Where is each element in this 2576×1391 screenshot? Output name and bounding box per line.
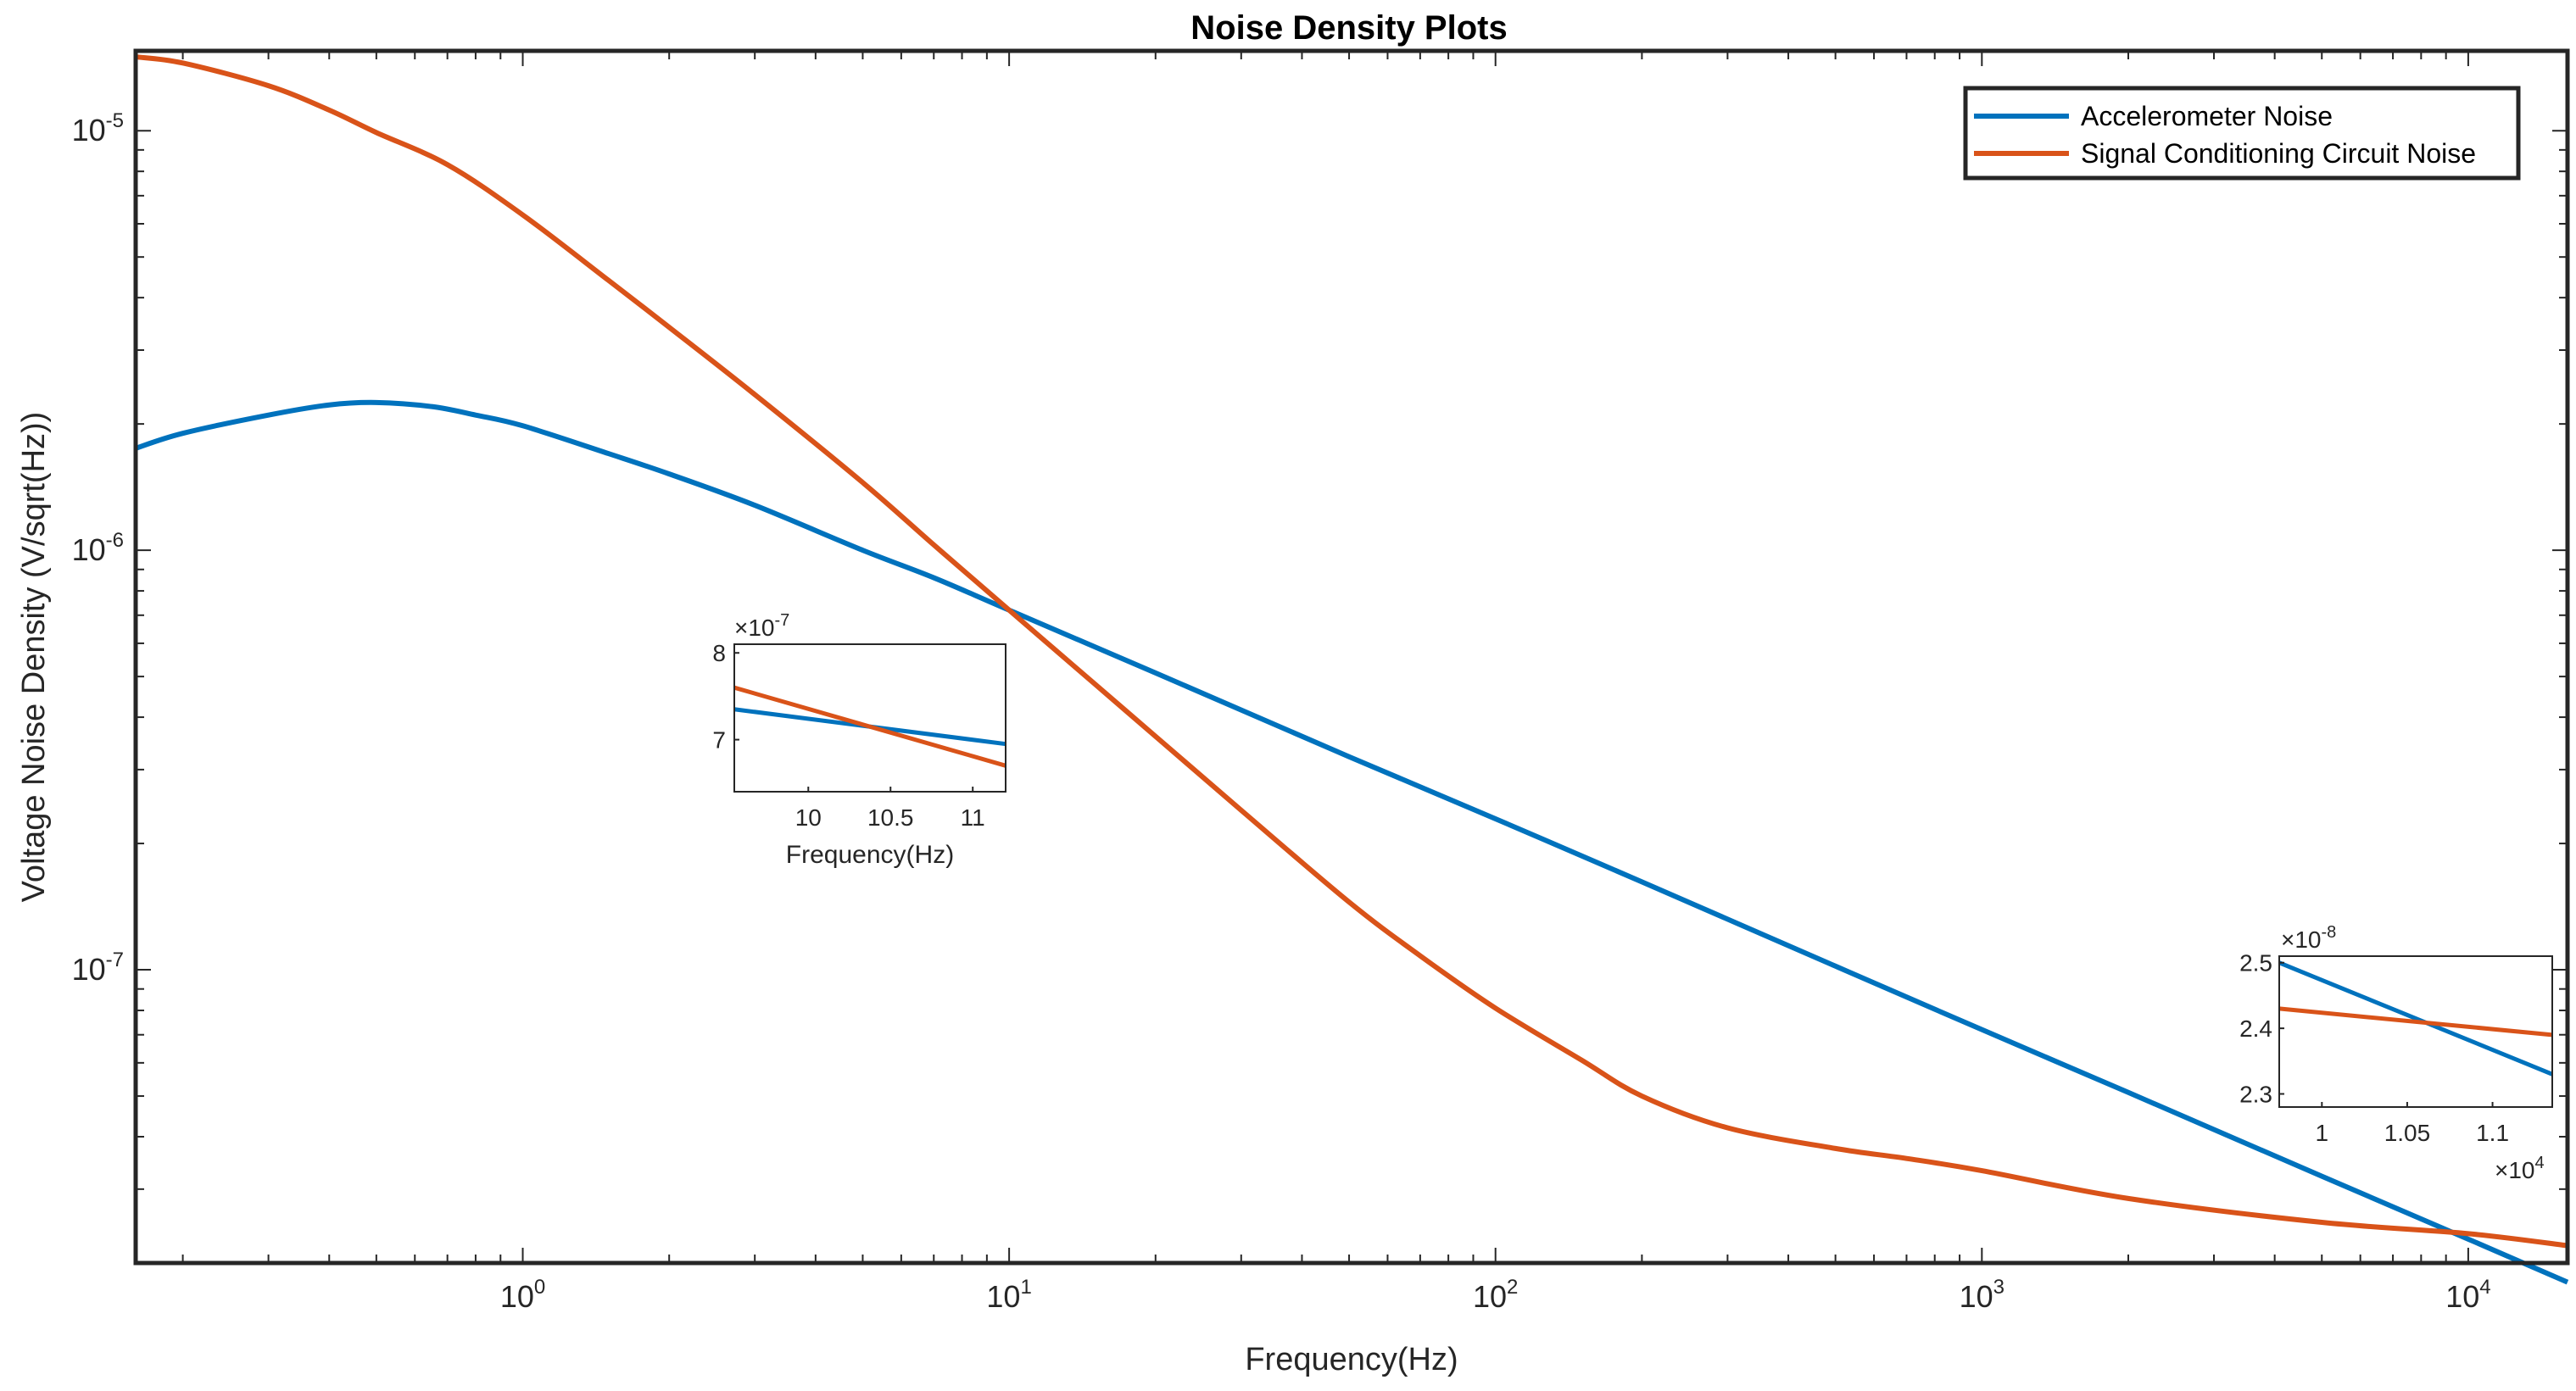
inset-2-x-multiplier: ×104 <box>2495 1154 2545 1183</box>
inset-2-y-tick-label: 2.3 <box>2239 1082 2272 1108</box>
inset-2-frame <box>2278 955 2553 1108</box>
y-tick-label-base: 10 <box>72 113 106 147</box>
legend-label-accelerometer: Accelerometer Noise <box>2081 101 2333 131</box>
inset-1-y-tick-label: 7 <box>712 727 726 754</box>
y-axis-label: Voltage Noise Density (V/sqrt(Hz)) <box>16 412 52 903</box>
x-tick-label-base: 10 <box>1960 1279 1993 1314</box>
inset-1-series-lines <box>733 685 1006 768</box>
y-tick-label-exp: -6 <box>106 529 124 552</box>
x-tick-label: 103 <box>1960 1276 2004 1314</box>
x-axis-label: Frequency(Hz) <box>1245 1342 1458 1377</box>
x-tick-label-base: 10 <box>1473 1279 1507 1314</box>
y-tick-label: 10-6 <box>72 529 124 567</box>
inset-2-multiplier-base: 10 <box>2294 926 2321 953</box>
inset-1-frame <box>733 643 1006 793</box>
chart-title: Noise Density Plots <box>1190 9 1507 47</box>
inset-2-multiplier-exp: -8 <box>2322 923 2337 942</box>
inset-2-x-tick-label: 1.1 <box>2476 1120 2509 1146</box>
y-tick-label-exp: -7 <box>106 949 124 971</box>
inset-1-ticks: 10 10.5 11 7 8 <box>712 640 984 831</box>
inset-2-x-tick-label: 1 <box>2316 1120 2329 1146</box>
y-tick-label: 10-5 <box>72 109 124 147</box>
x-tick-label-exp: 1 <box>1020 1276 1031 1299</box>
inset-1-x-tick-label: 11 <box>961 804 985 831</box>
inset-2-series-lines <box>2278 960 2553 1077</box>
plot-frame <box>133 48 2570 1266</box>
inset-2-ticks: 1 1.05 1.1 2.3 2.4 2.5 <box>2239 950 2509 1146</box>
y-tick-label-base: 10 <box>72 532 106 567</box>
inset-1-multiplier-base: 10 <box>748 615 774 641</box>
inset-1-x-tick-label: 10 <box>795 804 822 831</box>
x-tick-label-base: 10 <box>500 1279 534 1314</box>
y-tick-label-exp: -5 <box>106 109 124 132</box>
x-tick-label-exp: 0 <box>534 1276 545 1299</box>
inset-1-background <box>734 644 1006 792</box>
inset-2-x-multiplier-exp: 4 <box>2535 1154 2545 1172</box>
y-tick-label: 10-7 <box>72 949 124 987</box>
legend-box <box>1963 86 2521 181</box>
inset-1-series-line <box>733 685 1006 768</box>
inset-2-series-line <box>2278 1006 2553 1038</box>
inset-2-y-tick-label: 2.5 <box>2239 950 2272 976</box>
x-tick-label-exp: 4 <box>2479 1276 2490 1299</box>
series-line-signal-conditioning-noise <box>135 54 2568 1249</box>
inset-2-series-line <box>2278 960 2553 1077</box>
x-tick-label: 101 <box>986 1276 1031 1314</box>
y-tick-label-base: 10 <box>72 952 106 987</box>
x-tick-label-base: 10 <box>2445 1279 2479 1314</box>
inset-2-y-tick-label: 2.4 <box>2239 1015 2272 1042</box>
plot-background <box>136 51 2568 1263</box>
inset-2-x-multiplier-base: 10 <box>2508 1157 2534 1183</box>
x-tick-label: 100 <box>500 1276 545 1314</box>
main-series-lines <box>135 54 2569 1285</box>
inset-2-x-tick-label: 1.05 <box>2384 1120 2431 1146</box>
legend: Accelerometer Noise Signal Conditioning … <box>1963 86 2521 181</box>
series-line-accelerometer-noise <box>135 399 2569 1285</box>
x-tick-label: 104 <box>2445 1276 2490 1314</box>
x-tick-label-exp: 2 <box>1507 1276 1518 1299</box>
x-tick-label-base: 10 <box>986 1279 1020 1314</box>
x-tick-label: 102 <box>1473 1276 1518 1314</box>
legend-label-signal-conditioning: Signal Conditioning Circuit Noise <box>2081 138 2476 169</box>
inset-1-x-label: Frequency(Hz) <box>786 841 954 869</box>
inset-1-y-tick-label: 8 <box>712 640 726 666</box>
x-tick-label-exp: 3 <box>1993 1276 2004 1299</box>
inset-1-multiplier-exp: -7 <box>775 611 790 630</box>
inset-crossover-10khz: 1 1.05 1.12.32.42.5 ×10-8 ×104 <box>2239 923 2553 1183</box>
inset-1-x-tick-label: 10.5 <box>867 804 914 831</box>
